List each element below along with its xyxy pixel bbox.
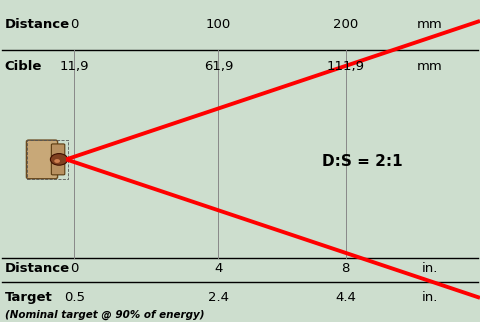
Text: (Nominal target @ 90% of energy): (Nominal target @ 90% of energy): [5, 310, 204, 320]
Text: 11,9: 11,9: [60, 60, 89, 72]
Text: in.: in.: [421, 291, 438, 304]
Text: 200: 200: [333, 18, 358, 31]
Circle shape: [50, 154, 68, 165]
Text: 0.5: 0.5: [64, 291, 85, 304]
FancyBboxPatch shape: [26, 140, 58, 179]
Text: 0: 0: [70, 262, 79, 275]
Text: 4: 4: [214, 262, 223, 275]
Text: 0: 0: [70, 18, 79, 31]
Text: mm: mm: [417, 60, 443, 72]
Text: mm: mm: [417, 18, 443, 31]
Text: Distance: Distance: [5, 262, 70, 275]
Text: Distance: Distance: [5, 18, 70, 31]
Text: 4.4: 4.4: [335, 291, 356, 304]
Text: D:S = 2:1: D:S = 2:1: [322, 154, 402, 168]
Text: Target: Target: [5, 291, 52, 304]
Text: 8: 8: [341, 262, 350, 275]
FancyBboxPatch shape: [51, 144, 65, 175]
Text: 2.4: 2.4: [208, 291, 229, 304]
Text: 111,9: 111,9: [326, 60, 365, 72]
Circle shape: [54, 159, 60, 163]
Text: in.: in.: [421, 262, 438, 275]
Text: 61,9: 61,9: [204, 60, 233, 72]
Text: Cible: Cible: [5, 60, 42, 72]
Text: 100: 100: [206, 18, 231, 31]
